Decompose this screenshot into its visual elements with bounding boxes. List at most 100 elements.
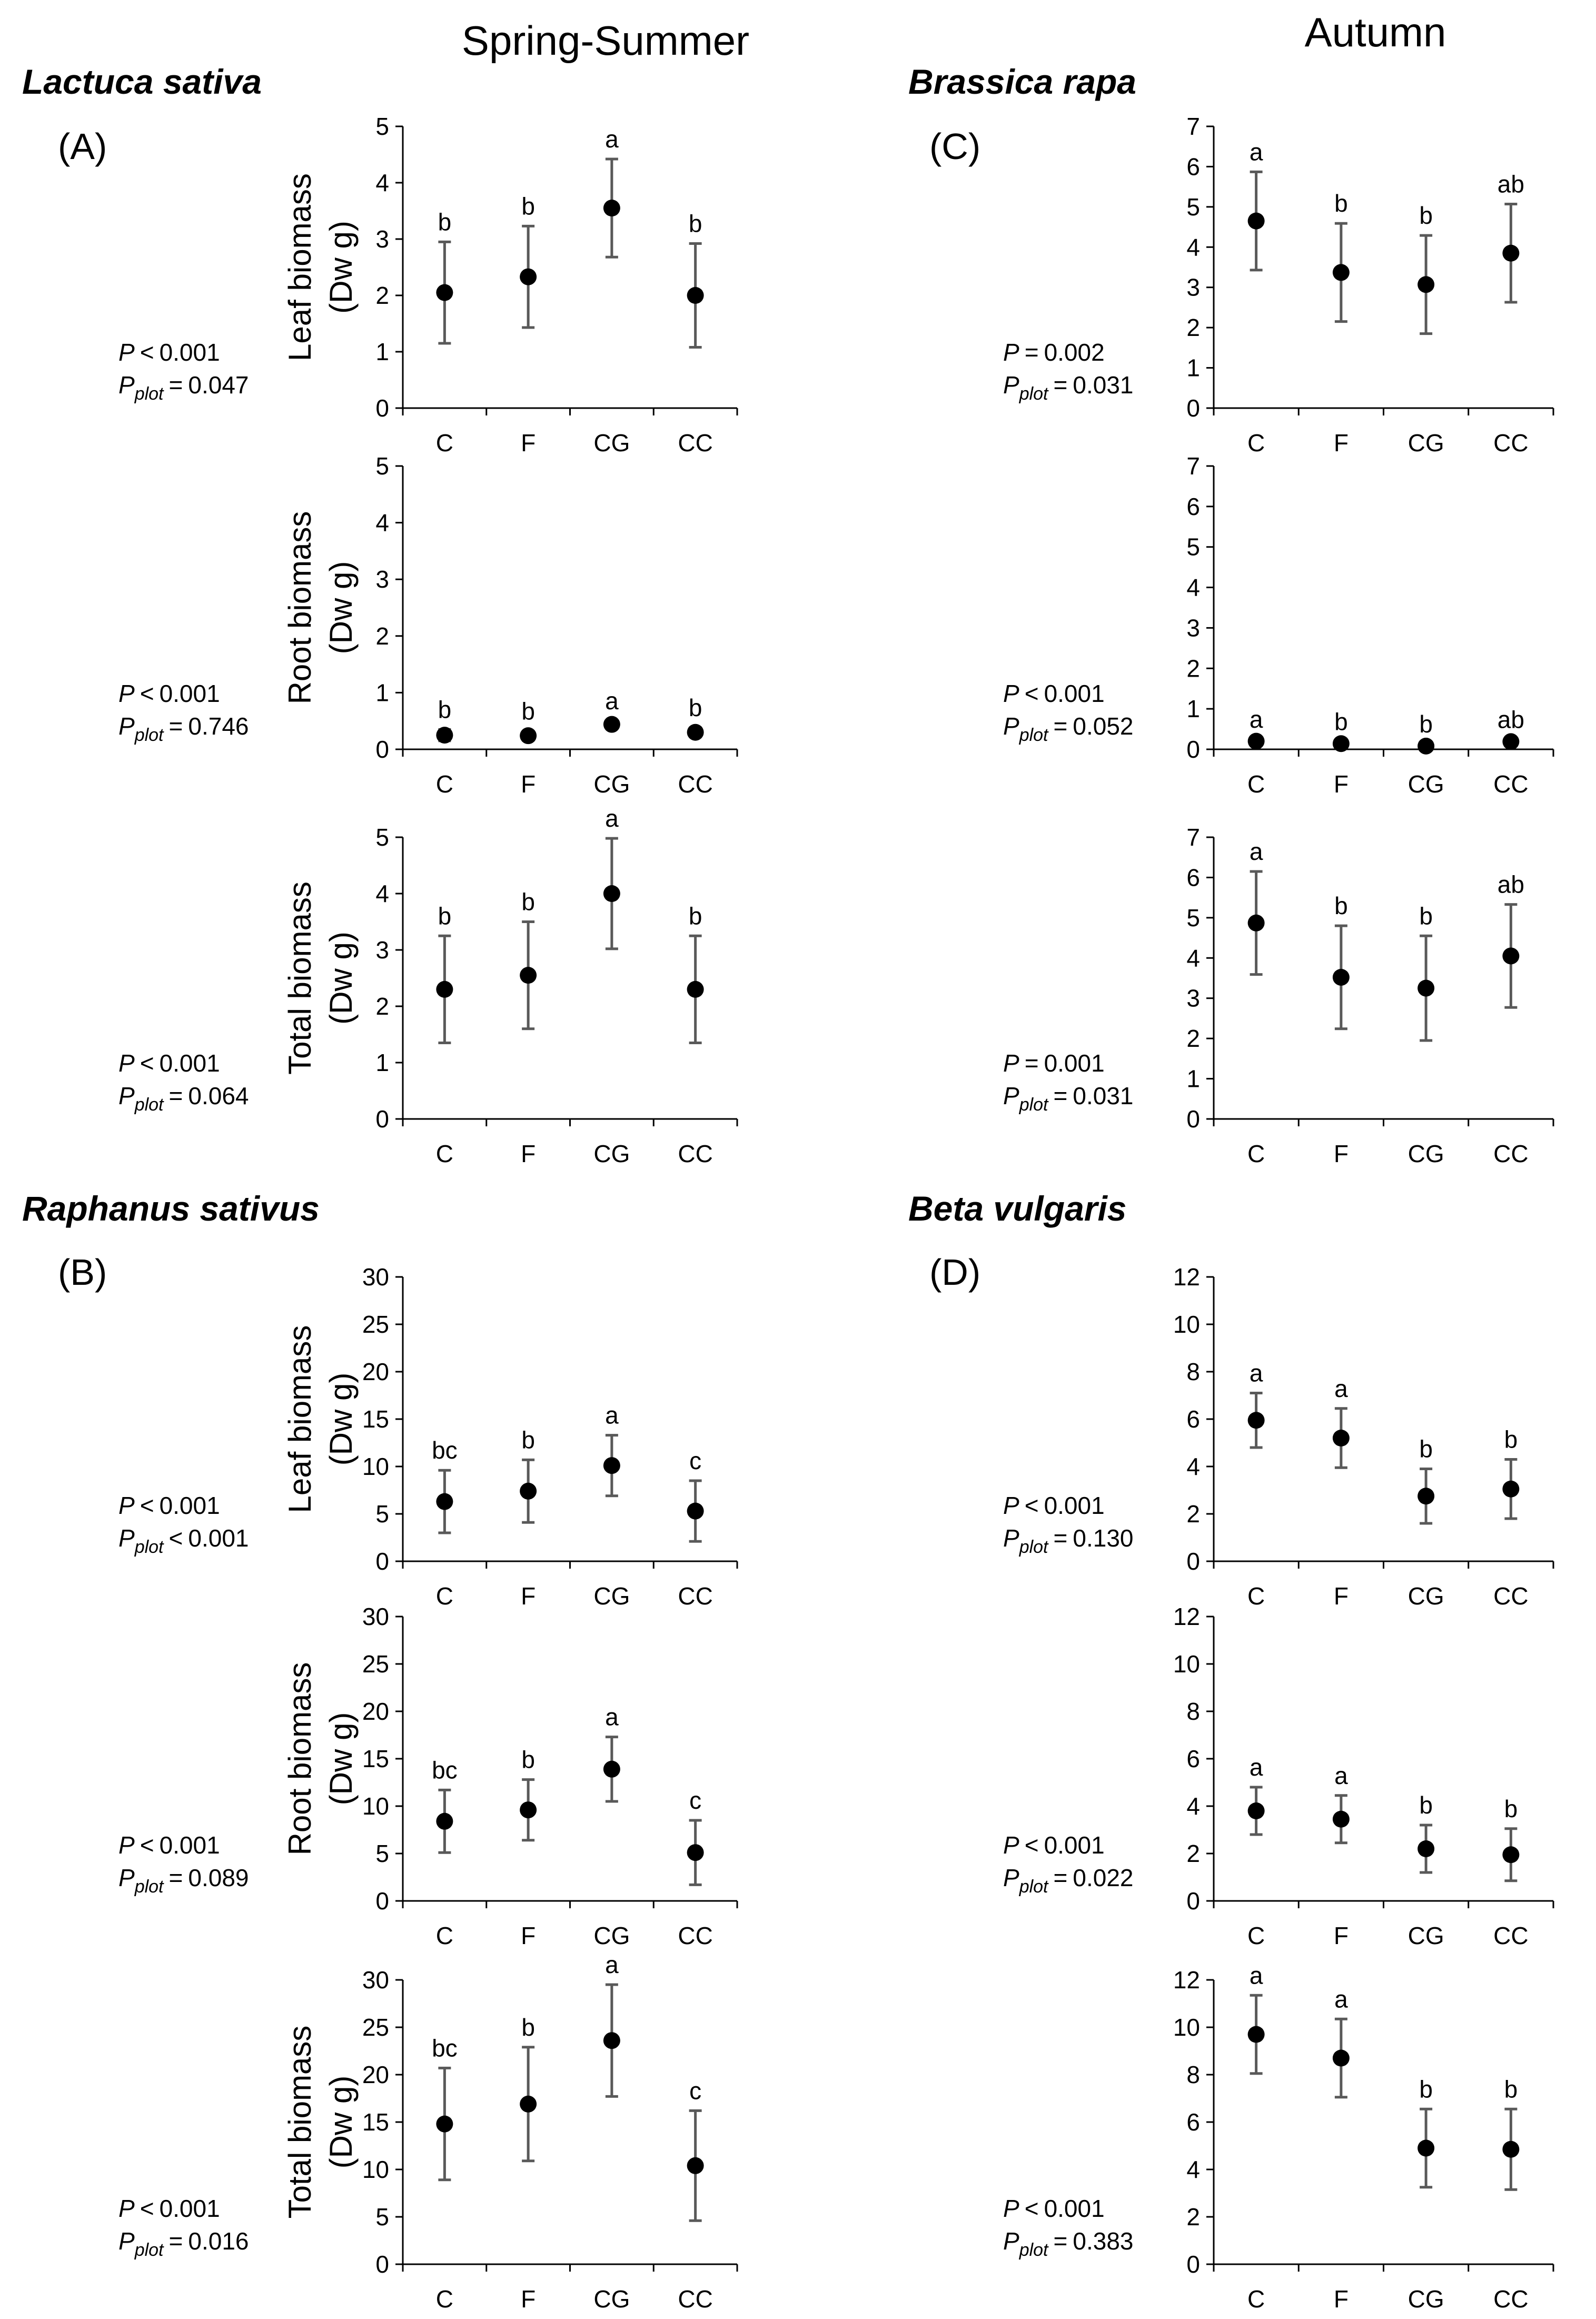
species-name: Brassica rapa	[908, 62, 1136, 101]
significance-letter: a	[1334, 1375, 1348, 1402]
p-number: 0.001	[160, 2195, 220, 2222]
data-point	[1332, 264, 1350, 281]
p-plot-subscript: plot	[134, 1537, 164, 1557]
significance-letter: b	[689, 210, 702, 237]
y-tick-label: 6	[1186, 2108, 1200, 2136]
y-axis-label: Leaf biomass	[282, 1325, 318, 1513]
data-point	[1247, 732, 1265, 750]
p-plot-sign: =	[169, 712, 183, 740]
p-plot-value: Pplot <0.001	[118, 1524, 249, 1557]
y-tick-label: 25	[362, 1650, 389, 1678]
panel-label: (A)	[58, 126, 107, 167]
p-plot-sign: =	[1054, 1524, 1068, 1552]
y-tick-label: 15	[362, 1745, 389, 1772]
p-value: P <0.001	[1003, 1831, 1105, 1859]
p-symbol: P	[1003, 1492, 1019, 1519]
x-tick-label: CC	[678, 1922, 712, 1949]
significance-letter: a	[1250, 1961, 1263, 1989]
significance-letter: b	[1419, 902, 1433, 929]
p-plot-number: 0.031	[1073, 371, 1133, 399]
y-tick-label: 6	[1186, 864, 1200, 891]
p-number: 0.001	[1044, 680, 1105, 707]
subplot-B-1: 0 5 10 15 20 25 30 Cbc Fb CG a CC c Leaf biomass (Dw g…	[118, 1263, 738, 1610]
y-axis-label: Root biomass	[282, 511, 318, 705]
y-tick-label: 10	[362, 2156, 389, 2183]
data-point	[1502, 733, 1520, 750]
p-symbol: P	[1003, 339, 1019, 366]
y-tick-label: 12	[1173, 1603, 1200, 1630]
data-point	[687, 724, 704, 741]
y-tick-label: 6	[1186, 1745, 1200, 1772]
data-point	[1332, 2049, 1350, 2067]
p-plot-subscript: plot	[1019, 384, 1049, 404]
p-plot-number: 0.047	[188, 371, 249, 399]
data-point	[1417, 276, 1435, 293]
y-tick-label: 5	[1186, 193, 1200, 221]
significance-letter: a	[605, 125, 619, 153]
p-plot-subscript: plot	[1019, 1877, 1049, 1897]
subplot-A-3: 0 1 2 3 4 5 Cb Fb CG a CC b Total biomass (Dw g) P <0.0…	[118, 805, 738, 1167]
data-point	[1502, 1480, 1520, 1498]
p-sign: <	[140, 1831, 154, 1859]
x-tick-label: CC	[678, 770, 712, 798]
y-tick-label: 4	[1186, 574, 1200, 601]
p-number: 0.001	[160, 1492, 220, 1519]
y-tick-label: 2	[1186, 1840, 1200, 1867]
y-tick-label: 0	[375, 1548, 389, 1575]
y-axis-unit: (Dw g)	[323, 561, 359, 655]
data-point	[603, 1457, 620, 1474]
x-tick-label: CC	[1493, 1922, 1528, 1949]
significance-letter: a	[605, 1951, 619, 1978]
p-symbol: P	[118, 2195, 135, 2222]
significance-letter: b	[1334, 892, 1348, 919]
p-value: P = 0.002	[1003, 339, 1105, 366]
x-tick-label: CG	[593, 429, 630, 457]
p-plot-number: 0.052	[1073, 712, 1133, 740]
x-tick-label: CC	[1493, 770, 1528, 798]
data-point	[1417, 1488, 1435, 1505]
y-tick-label: 7	[1186, 452, 1200, 480]
y-tick-label: 1	[1186, 1065, 1200, 1093]
p-plot-sign: =	[169, 371, 183, 399]
x-tick-label: C	[436, 1582, 453, 1610]
x-tick-label: C	[1247, 1582, 1265, 1610]
significance-letter: a	[1334, 1762, 1348, 1789]
y-tick-label: 7	[1186, 824, 1200, 851]
data-point	[1332, 1810, 1350, 1828]
p-plot-sign: =	[1054, 712, 1068, 740]
x-tick-label: F	[521, 1140, 536, 1167]
y-tick-label: 6	[1186, 493, 1200, 520]
significance-letter: b	[1334, 190, 1348, 217]
y-tick-label: 4	[1186, 944, 1200, 972]
subplot-A-2: 0 1 2 3 4 5 Cb Fb CG a CC b Root biomass (Dw g) P <0.00…	[118, 452, 738, 798]
data-point	[1417, 2139, 1435, 2157]
p-value: P <0.001	[1003, 1492, 1105, 1519]
y-axis-unit: (Dw g)	[323, 2076, 359, 2169]
data-point	[687, 1502, 704, 1520]
panel-label: (B)	[58, 1252, 107, 1293]
data-point	[520, 727, 537, 745]
p-number: 0.002	[1044, 339, 1105, 366]
p-number: 0.001	[1044, 1492, 1105, 1519]
p-sign: <	[140, 1492, 154, 1519]
y-tick-label: 6	[1186, 153, 1200, 180]
x-tick-label: CC	[1493, 1582, 1528, 1610]
p-plot-sign: =	[169, 2227, 183, 2255]
p-plot-value: Pplot = 0.031	[1003, 371, 1134, 404]
x-tick-label: C	[1247, 429, 1265, 457]
p-plot-value: Pplot = 0.064	[118, 1082, 249, 1115]
panel-label: (D)	[929, 1252, 980, 1293]
y-tick-label: 2	[375, 282, 389, 309]
data-point	[436, 2115, 453, 2133]
subplot-B-3: 0 5 10 15 20 25 30 Cbc Fb CG a CC c Total biomass (Dw …	[118, 1951, 738, 2313]
data-point	[1502, 947, 1520, 965]
data-point	[436, 284, 453, 301]
data-point	[603, 1760, 620, 1778]
p-plot-symbol: P	[1003, 2227, 1019, 2255]
p-plot-symbol: P	[118, 1864, 135, 1891]
significance-letter: b	[1334, 708, 1348, 735]
x-tick-label: CC	[678, 429, 712, 457]
p-sign: =	[1025, 1049, 1039, 1077]
x-tick-label: CG	[593, 1922, 630, 1949]
